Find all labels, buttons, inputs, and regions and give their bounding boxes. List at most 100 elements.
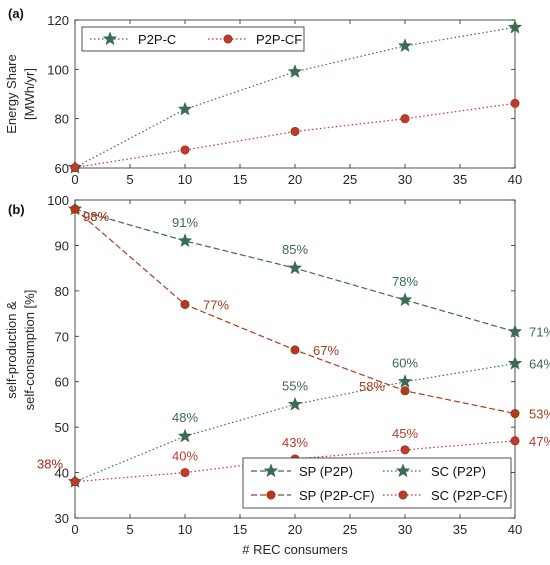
legend-marker bbox=[398, 490, 408, 500]
data-point bbox=[507, 355, 523, 370]
legend-entry: SC (P2P-CF) bbox=[431, 488, 508, 503]
data-label: 67% bbox=[313, 343, 339, 358]
x-tick-label: 0 bbox=[71, 522, 78, 537]
data-label: 64% bbox=[529, 357, 550, 372]
x-tick-label: 15 bbox=[233, 172, 247, 187]
y-tick-label: 60 bbox=[55, 161, 69, 176]
y-tick-label: 80 bbox=[55, 284, 69, 299]
x-axis-label: # REC consumers bbox=[242, 542, 348, 557]
data-point bbox=[70, 477, 80, 487]
x-tick-label: 35 bbox=[453, 172, 467, 187]
x-tick-label: 10 bbox=[178, 172, 192, 187]
data-point bbox=[287, 260, 303, 275]
data-label: 58% bbox=[359, 379, 385, 394]
data-point bbox=[290, 126, 300, 136]
x-tick-label: 0 bbox=[71, 172, 78, 187]
x-tick-label: 30 bbox=[398, 522, 412, 537]
legend-marker bbox=[266, 490, 276, 500]
y-axis-label: self-production & bbox=[4, 301, 19, 399]
chart-panel-2: 0 5 10 15 20 25 30 35 40 30 40 50 60 70 80 90 100 (b) self… bbox=[4, 193, 550, 557]
chart-panel-1: 0 5 10 15 20 25 30 35 40 60 80 100 120 (a) Energy Shar… bbox=[4, 6, 523, 187]
data-point bbox=[287, 64, 303, 79]
y-axis-label: [MWh/yr] bbox=[22, 68, 37, 120]
legend-box bbox=[242, 457, 512, 509]
data-point bbox=[510, 436, 520, 446]
data-point bbox=[510, 98, 520, 108]
data-point bbox=[180, 145, 190, 155]
y-axis-label: Energy Share bbox=[4, 54, 19, 134]
x-tick-label: 40 bbox=[508, 522, 522, 537]
data-point bbox=[397, 373, 413, 388]
data-label: 43% bbox=[282, 435, 308, 450]
data-label: 38% bbox=[37, 457, 63, 472]
data-label: 98% bbox=[83, 209, 109, 224]
data-point bbox=[507, 324, 523, 338]
y-tick-label: 50 bbox=[55, 420, 69, 435]
data-point bbox=[400, 386, 410, 396]
x-tick-label: 5 bbox=[126, 522, 133, 537]
data-point bbox=[177, 428, 193, 443]
data-point bbox=[397, 292, 413, 307]
legend-marker bbox=[395, 463, 411, 478]
data-label: 45% bbox=[392, 426, 418, 441]
data-label: 55% bbox=[282, 378, 308, 393]
legend: P2P-C P2P-CF bbox=[81, 26, 305, 52]
x-tick-label: 25 bbox=[343, 522, 357, 537]
y-tick-label: 120 bbox=[47, 13, 69, 28]
data-label: 77% bbox=[203, 297, 229, 312]
y-tick-label: 60 bbox=[55, 375, 69, 390]
data-point bbox=[70, 204, 80, 214]
x-tick-label: 35 bbox=[453, 522, 467, 537]
x-tick-label: 15 bbox=[233, 522, 247, 537]
data-point bbox=[290, 345, 300, 355]
y-tick-label: 90 bbox=[55, 238, 69, 253]
legend-entry: SP (P2P) bbox=[299, 464, 353, 479]
data-label: 98% bbox=[83, 209, 109, 224]
data-label: 71% bbox=[529, 325, 550, 340]
x-tick-label: 40 bbox=[508, 172, 522, 187]
x-tick-label: 20 bbox=[288, 522, 302, 537]
legend-marker bbox=[263, 463, 279, 478]
data-label: 91% bbox=[172, 215, 198, 230]
data-label: 48% bbox=[172, 410, 198, 425]
legend-entry: SP (P2P-CF) bbox=[299, 488, 375, 503]
y-tick-label: 100 bbox=[47, 193, 69, 208]
y-tick-label: 30 bbox=[55, 511, 69, 526]
x-tick-label: 10 bbox=[178, 522, 192, 537]
x-tick-label: 20 bbox=[288, 172, 302, 187]
data-label: 60% bbox=[392, 356, 418, 371]
y-axis-label: self-consumption [%] bbox=[22, 290, 37, 411]
data-label: 78% bbox=[392, 274, 418, 289]
y-tick-label: 40 bbox=[55, 466, 69, 481]
data-point bbox=[397, 38, 413, 53]
legend: SP (P2P) SC (P2P) SP (P2P-CF) SC (P2P-CF) bbox=[242, 457, 512, 509]
data-point bbox=[400, 114, 410, 124]
data-point bbox=[180, 468, 190, 478]
panel-label: (a) bbox=[8, 6, 24, 21]
data-label: 47% bbox=[529, 434, 550, 449]
data-point bbox=[177, 233, 193, 248]
data-point bbox=[507, 19, 523, 34]
legend-entry: SC (P2P) bbox=[431, 464, 486, 479]
data-point bbox=[400, 445, 410, 455]
x-tick-label: 5 bbox=[126, 172, 133, 187]
data-label: 38% bbox=[37, 457, 63, 472]
legend-marker bbox=[102, 31, 118, 46]
data-label: 85% bbox=[282, 242, 308, 257]
y-tick-label: 80 bbox=[55, 112, 69, 127]
data-point bbox=[177, 101, 193, 116]
legend-entry: P2P-C bbox=[138, 32, 176, 47]
legend-marker bbox=[223, 34, 233, 44]
panel-label: (b) bbox=[8, 202, 25, 217]
data-point bbox=[287, 396, 303, 411]
y-tick-label: 70 bbox=[55, 329, 69, 344]
y-tick-label: 100 bbox=[47, 62, 69, 77]
legend-entry: P2P-CF bbox=[256, 32, 302, 47]
data-label: 40% bbox=[172, 449, 198, 464]
x-tick-label: 25 bbox=[343, 172, 357, 187]
x-tick-label: 30 bbox=[398, 172, 412, 187]
data-point bbox=[510, 409, 520, 419]
data-point bbox=[180, 299, 190, 309]
data-label: 53% bbox=[529, 407, 550, 422]
